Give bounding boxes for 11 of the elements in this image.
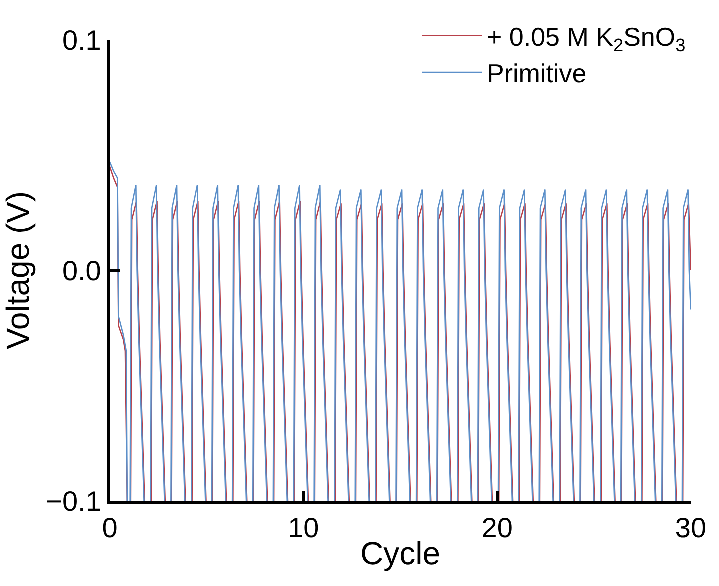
x-axis-title: Cycle xyxy=(360,536,441,572)
legend-label: Primitive xyxy=(487,58,587,89)
x-tick-label: 0 xyxy=(102,512,118,544)
x-tick-label: 20 xyxy=(482,512,513,544)
x-tick-label: 30 xyxy=(675,512,707,544)
y-tick-label: 0.1 xyxy=(62,24,102,56)
x-tick-label: 10 xyxy=(288,512,320,544)
y-tick-label: −0.1 xyxy=(46,486,102,517)
legend-label: + 0.05 M K$_{2}$SnO$_{3}$ xyxy=(487,22,686,56)
y-axis-title: Voltage (V) xyxy=(0,191,36,350)
y-tick-label: 0.0 xyxy=(62,255,102,286)
